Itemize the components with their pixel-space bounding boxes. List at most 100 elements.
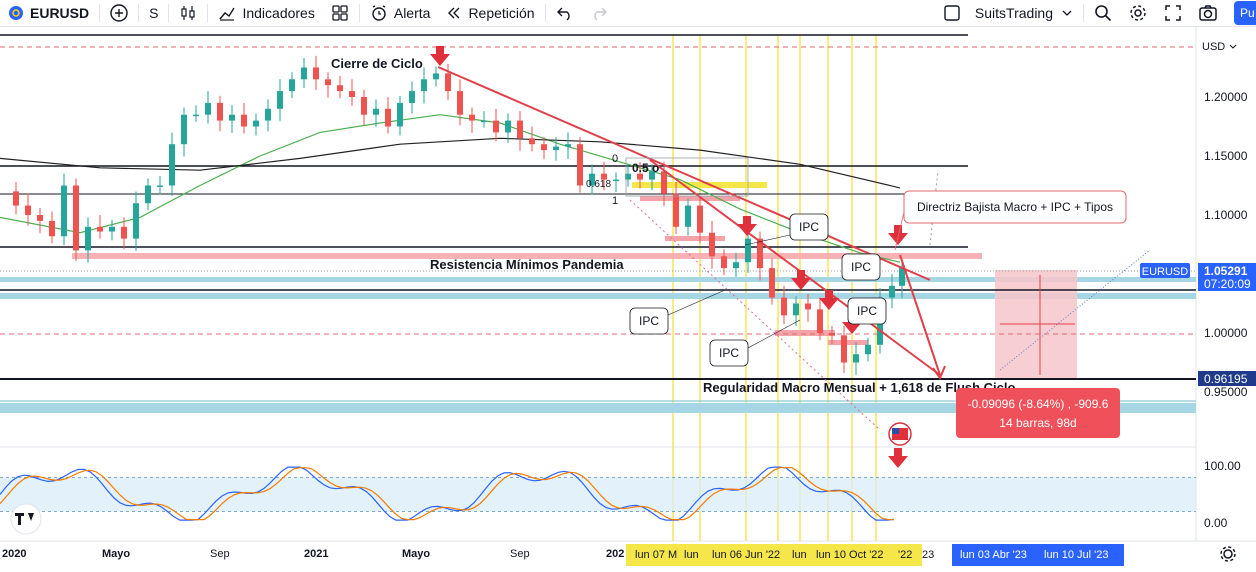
countdown-label: 07:20:09 (1204, 277, 1251, 291)
symbol-label: EURUSD (30, 5, 90, 21)
candle-body (649, 171, 655, 180)
ipc-callout[interactable]: IPC (789, 213, 829, 241)
candle (97, 215, 103, 239)
time-highlight-label: lun 10 Oct '22 (816, 549, 884, 561)
ipc-label: IPC (719, 346, 739, 360)
replay-button[interactable]: Repetición (438, 0, 542, 26)
candle-body (889, 285, 895, 298)
candle (697, 196, 703, 244)
candle (445, 63, 451, 100)
chart-type-button[interactable] (171, 0, 205, 26)
tradingview-logo-icon[interactable] (10, 503, 42, 535)
candle-body (409, 91, 415, 103)
resistance-zone (72, 253, 982, 259)
time-highlight-label: lun (684, 549, 699, 561)
account-button[interactable]: SuitsTrading (935, 0, 1081, 26)
red-down-arrow-icon (819, 290, 839, 310)
euro-flag-icon (9, 6, 23, 20)
candle-body (85, 226, 91, 251)
redo-button[interactable] (582, 0, 616, 26)
ipc-callout[interactable]: IPC (629, 307, 669, 335)
candle (529, 126, 535, 152)
measure-tooltip-bg (956, 388, 1120, 438)
candle-body (181, 114, 187, 145)
undo-button[interactable] (548, 0, 582, 26)
candle (133, 191, 139, 251)
candle-body (361, 97, 367, 115)
pink-zone (828, 340, 868, 345)
candle (229, 105, 235, 133)
screenshot-button[interactable] (1190, 0, 1226, 26)
pink-zone (775, 330, 835, 336)
blue-band (0, 277, 1196, 282)
time-highlight-bg (626, 544, 922, 566)
directrix-callout[interactable]: Directriz Bajista Macro + IPC + Tipos (894, 190, 1127, 251)
candle (829, 325, 835, 345)
candle-body (757, 238, 763, 269)
gear-icon (1130, 5, 1146, 21)
candle-body (193, 114, 199, 117)
settings-button[interactable] (1120, 0, 1156, 26)
separator (207, 4, 209, 22)
publish-button[interactable]: Pu (1234, 1, 1256, 25)
time-tick: Sep (510, 548, 530, 560)
ipc-callout-box (629, 307, 669, 335)
separator (1083, 4, 1084, 22)
candle-body (289, 79, 295, 92)
ipc-callout[interactable]: IPC (841, 253, 881, 281)
candle (361, 89, 367, 126)
checkbox-square-icon (944, 5, 960, 21)
us-event-flag-icon[interactable] (888, 422, 912, 446)
candle (181, 107, 187, 157)
candle-body (253, 120, 259, 127)
candle (289, 72, 295, 99)
fullscreen-button[interactable] (1156, 0, 1190, 26)
pink-zone (665, 236, 725, 241)
alert-button[interactable]: Alerta (362, 0, 439, 26)
ipc-callout[interactable]: IPC (847, 297, 887, 325)
red-down-arrow-icon (888, 448, 908, 468)
candle-body (541, 144, 547, 151)
candle-body (145, 185, 151, 204)
separator (544, 4, 546, 22)
candle (25, 193, 31, 226)
candle (85, 217, 91, 263)
candle (109, 219, 115, 241)
candle (73, 178, 79, 262)
candle-body (37, 215, 43, 221)
candle (517, 111, 523, 151)
candle (205, 91, 211, 124)
candle-body (73, 185, 79, 251)
callout-pointer (667, 289, 726, 316)
ipc-callout-box (841, 253, 881, 281)
time-tick: 2020 (2, 548, 26, 560)
candle (37, 207, 43, 234)
candle (169, 132, 175, 197)
candle-body (457, 91, 463, 115)
yellow-zone (632, 182, 767, 188)
add-symbol-button[interactable] (102, 0, 136, 26)
symbol-button[interactable]: EURUSD (0, 0, 97, 26)
candle-body (673, 193, 679, 227)
candle-body (481, 120, 487, 123)
top-toolbar: EURUSD S Indicadores Alerta Repetición S… (0, 0, 1256, 27)
ipc-callout[interactable]: IPC (709, 339, 749, 367)
future-range-bg (952, 544, 1124, 566)
time-tick: Sep (210, 548, 230, 560)
indicators-button[interactable]: Indicadores (210, 0, 322, 26)
candle-body (853, 354, 859, 363)
candle (601, 161, 607, 191)
candle (469, 107, 475, 133)
search-icon (1095, 5, 1112, 22)
projection-arrowhead (932, 365, 946, 381)
last-price-tag (1198, 263, 1256, 291)
candle (865, 337, 871, 362)
interval-button[interactable]: S (141, 0, 166, 26)
measure-line2: 14 barras, 98d (999, 416, 1076, 430)
price-chart[interactable]: IPC IPC IPC IPC IPC Directriz Bajista Macro +… (0, 27, 1256, 572)
search-button[interactable] (1086, 0, 1120, 26)
layouts-button[interactable] (323, 0, 357, 26)
candle-body (121, 226, 127, 239)
candle-body (337, 85, 343, 92)
chart-settings-gear-icon[interactable] (1220, 546, 1236, 562)
